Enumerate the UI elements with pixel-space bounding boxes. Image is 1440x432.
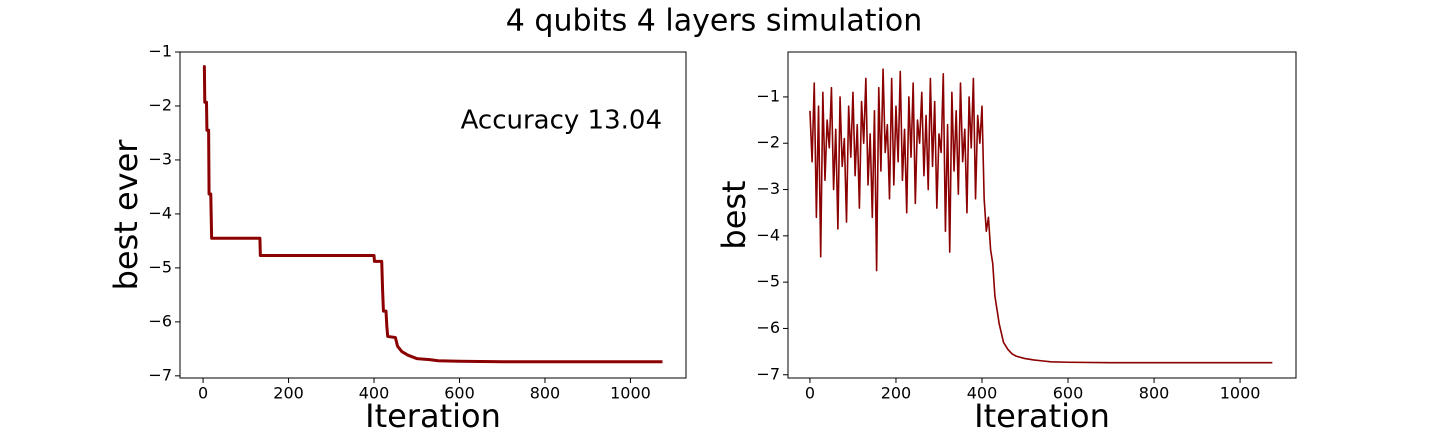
x-axis-label: Iteration (365, 397, 501, 432)
x-axis-label: Iteration (974, 397, 1110, 432)
figure-title: 4 qubits 4 layers simulation (506, 4, 922, 39)
x-tick-label: 0 (805, 384, 815, 403)
x-tick-label: 1000 (610, 384, 651, 403)
y-tick-label: −7 (148, 365, 172, 384)
y-tick-label: −7 (756, 364, 780, 383)
axes-frame (179, 51, 687, 379)
axes-frame (787, 51, 1297, 379)
x-tick-label: 1000 (1220, 384, 1261, 403)
y-tick-label: −3 (756, 179, 780, 198)
data-line (809, 68, 1273, 364)
x-tick-label: 800 (1139, 384, 1170, 403)
data-line (202, 65, 663, 364)
y-tick-label: −4 (756, 225, 780, 244)
y-tick-label: −5 (756, 272, 780, 291)
y-tick-label: −4 (148, 203, 172, 222)
x-tick-label: 800 (530, 384, 561, 403)
x-tick-label: 0 (198, 384, 208, 403)
y-tick-label: −5 (148, 257, 172, 276)
x-tick-label: 600 (444, 384, 475, 403)
y-tick-label: −1 (756, 86, 780, 105)
y-tick-label: −1 (148, 42, 172, 61)
x-tick-label: 400 (967, 384, 998, 403)
x-tick-label: 600 (1053, 384, 1084, 403)
y-tick-label: −2 (148, 95, 172, 114)
y-tick-label: −2 (756, 133, 780, 152)
x-tick-label: 200 (881, 384, 912, 403)
y-tick-label: −6 (148, 311, 172, 330)
x-tick-label: 400 (359, 384, 390, 403)
y-axis-label: best (715, 180, 753, 249)
y-tick-label: −6 (756, 318, 780, 337)
annotation: Accuracy 13.04 (461, 106, 662, 136)
y-axis-label: best ever (107, 139, 145, 291)
x-tick-label: 200 (273, 384, 304, 403)
y-tick-label: −3 (148, 149, 172, 168)
